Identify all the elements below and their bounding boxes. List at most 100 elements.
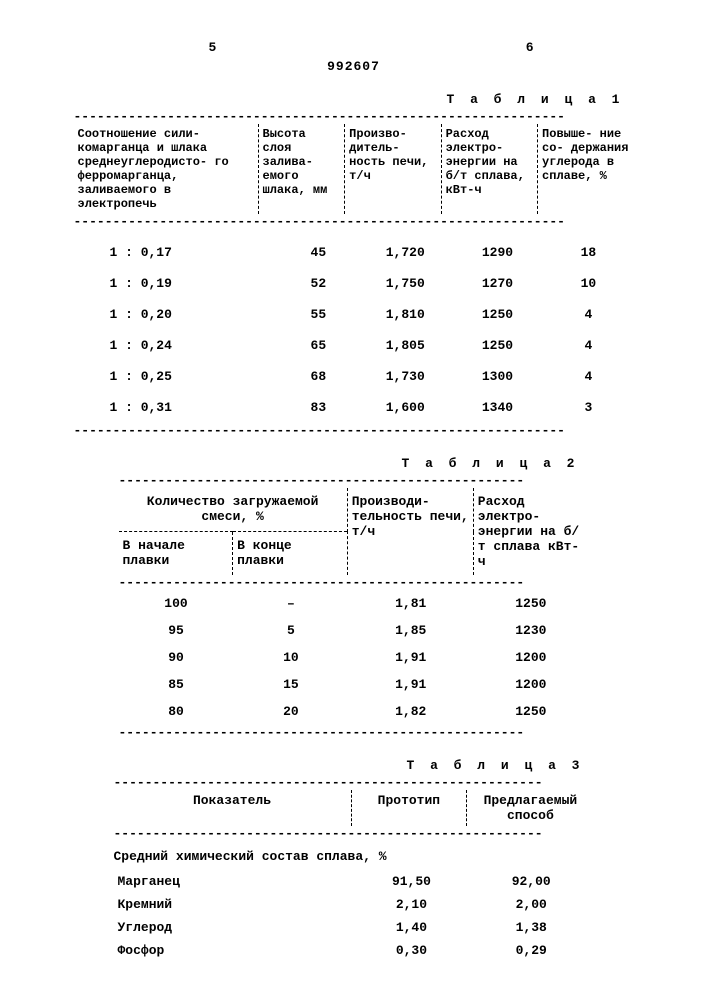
table2-rule-mid: ----------------------------------------… — [119, 575, 589, 590]
cell: 92,00 — [469, 870, 594, 893]
table2-rule-top: ----------------------------------------… — [119, 473, 589, 488]
cell: 1230 — [473, 617, 588, 644]
cell: 5 — [234, 617, 349, 644]
cell: 1250 — [452, 330, 544, 361]
cell: 1270 — [452, 268, 544, 299]
col-left: 5 — [209, 40, 217, 55]
cell: Кремний — [114, 893, 354, 916]
cell: 1290 — [452, 237, 544, 268]
table-row: 1 : 0,24651,80512504 — [74, 330, 634, 361]
cell: 3 — [543, 392, 633, 423]
table1-header-row: Соотношение сили- комарганца и шлака сре… — [74, 124, 634, 214]
cell: 1,720 — [359, 237, 452, 268]
cell: 1,600 — [359, 392, 452, 423]
cell: 0,30 — [354, 939, 469, 962]
table3: Показатель Прототип Предлагаемый способ — [114, 790, 594, 826]
cell: 1200 — [473, 671, 588, 698]
table-row: 1 : 0,17451,720129018 — [74, 237, 634, 268]
cell: 1,805 — [359, 330, 452, 361]
table-row: Углерод1,401,38 — [114, 916, 594, 939]
table2-rule-bot: ----------------------------------------… — [119, 725, 589, 740]
cell: 1250 — [473, 590, 588, 617]
cell: 1 : 0,31 — [74, 392, 278, 423]
cell: 1,91 — [348, 644, 473, 671]
cell: 1,82 — [348, 698, 473, 725]
t2-h3: Производи- тельность печи, т/ч — [347, 488, 473, 575]
cell: 10 — [234, 644, 349, 671]
cell: 1,750 — [359, 268, 452, 299]
cell: Фосфор — [114, 939, 354, 962]
cell: 4 — [543, 299, 633, 330]
cell: 4 — [543, 361, 633, 392]
cell: 95 — [119, 617, 234, 644]
table-row: 9551,851230 — [119, 617, 589, 644]
table1-body: 1 : 0,17451,7201290181 : 0,19521,7501270… — [74, 237, 634, 423]
cell: 1,40 — [354, 916, 469, 939]
cell: 1250 — [473, 698, 588, 725]
table2: Количество загружаемой смеси, % Производ… — [119, 488, 589, 575]
cell: 1 : 0,19 — [74, 268, 278, 299]
table-row: Фосфор0,300,29 — [114, 939, 594, 962]
cell: 1250 — [452, 299, 544, 330]
cell: 1 : 0,24 — [74, 330, 278, 361]
table1-rule-mid: ----------------------------------------… — [74, 214, 634, 229]
cell: 1 : 0,20 — [74, 299, 278, 330]
cell: 1,85 — [348, 617, 473, 644]
cell: – — [234, 590, 349, 617]
table-row: 90101,911200 — [119, 644, 589, 671]
cell: 1,91 — [348, 671, 473, 698]
t2-header-row1: Количество загружаемой смеси, % Производ… — [119, 488, 589, 532]
cell: 1340 — [452, 392, 544, 423]
t3-header-row: Показатель Прототип Предлагаемый способ — [114, 790, 594, 826]
cell: 4 — [543, 330, 633, 361]
cell: 85 — [119, 671, 234, 698]
cell: 15 — [234, 671, 349, 698]
cell: 1 : 0,17 — [74, 237, 278, 268]
t2-h2: В конце плавки — [233, 532, 348, 576]
cell: 10 — [543, 268, 633, 299]
table-row: 1 : 0,25681,73013004 — [74, 361, 634, 392]
cell: 55 — [278, 299, 359, 330]
table-row: Марганец91,5092,00 — [114, 870, 594, 893]
t2-htop: Количество загружаемой смеси, % — [119, 488, 348, 532]
table-row: 1 : 0,19521,750127010 — [74, 268, 634, 299]
cell: 1 : 0,25 — [74, 361, 278, 392]
table2-label: Т а б л и ц а 2 — [119, 456, 589, 471]
cell: Углерод — [114, 916, 354, 939]
page: 5 6 992607 Т а б л и ц а 1 -------------… — [74, 40, 634, 962]
cell: 100 — [119, 590, 234, 617]
t1-h5: Повыше- ние со- держания углерода в спла… — [538, 124, 634, 214]
table-row: 1 : 0,31831,60013403 — [74, 392, 634, 423]
cell: 18 — [543, 237, 633, 268]
cell: 91,50 — [354, 870, 469, 893]
table-row: Кремний2,102,00 — [114, 893, 594, 916]
t1-h3: Произво- дитель- ность печи, т/ч — [345, 124, 441, 214]
cell: 65 — [278, 330, 359, 361]
cell: 68 — [278, 361, 359, 392]
table3-rule-mid: ----------------------------------------… — [114, 826, 594, 841]
cell: 90 — [119, 644, 234, 671]
table3-body: Марганец91,5092,00Кремний2,102,00Углерод… — [114, 870, 594, 962]
cell: 1,810 — [359, 299, 452, 330]
cell: 1,38 — [469, 916, 594, 939]
t3-h2: Прототип — [351, 790, 467, 826]
cell: 1,730 — [359, 361, 452, 392]
table2-body: 100–1,8112509551,85123090101,91120085151… — [119, 590, 589, 725]
cell: 80 — [119, 698, 234, 725]
table1: Соотношение сили- комарганца и шлака сре… — [74, 124, 634, 214]
cell: 2,10 — [354, 893, 469, 916]
cell: 52 — [278, 268, 359, 299]
cell: 0,29 — [469, 939, 594, 962]
table3-rule-top: ----------------------------------------… — [114, 775, 594, 790]
document-number: 992607 — [74, 59, 634, 74]
cell: 1,81 — [348, 590, 473, 617]
t1-h4: Расход электро- энергии на б/т сплава, к… — [441, 124, 537, 214]
t3-h1: Показатель — [114, 790, 352, 826]
table1-rule-bot: ----------------------------------------… — [74, 423, 634, 438]
t2-h4: Расход электро- энергии на б/т сплава кВ… — [473, 488, 588, 575]
table1-rule-top: ----------------------------------------… — [74, 109, 634, 124]
column-numbers: 5 6 — [74, 40, 634, 55]
cell: Марганец — [114, 870, 354, 893]
table1-label: Т а б л и ц а 1 — [74, 92, 634, 107]
table3-label: Т а б л и ц а 3 — [114, 758, 594, 773]
